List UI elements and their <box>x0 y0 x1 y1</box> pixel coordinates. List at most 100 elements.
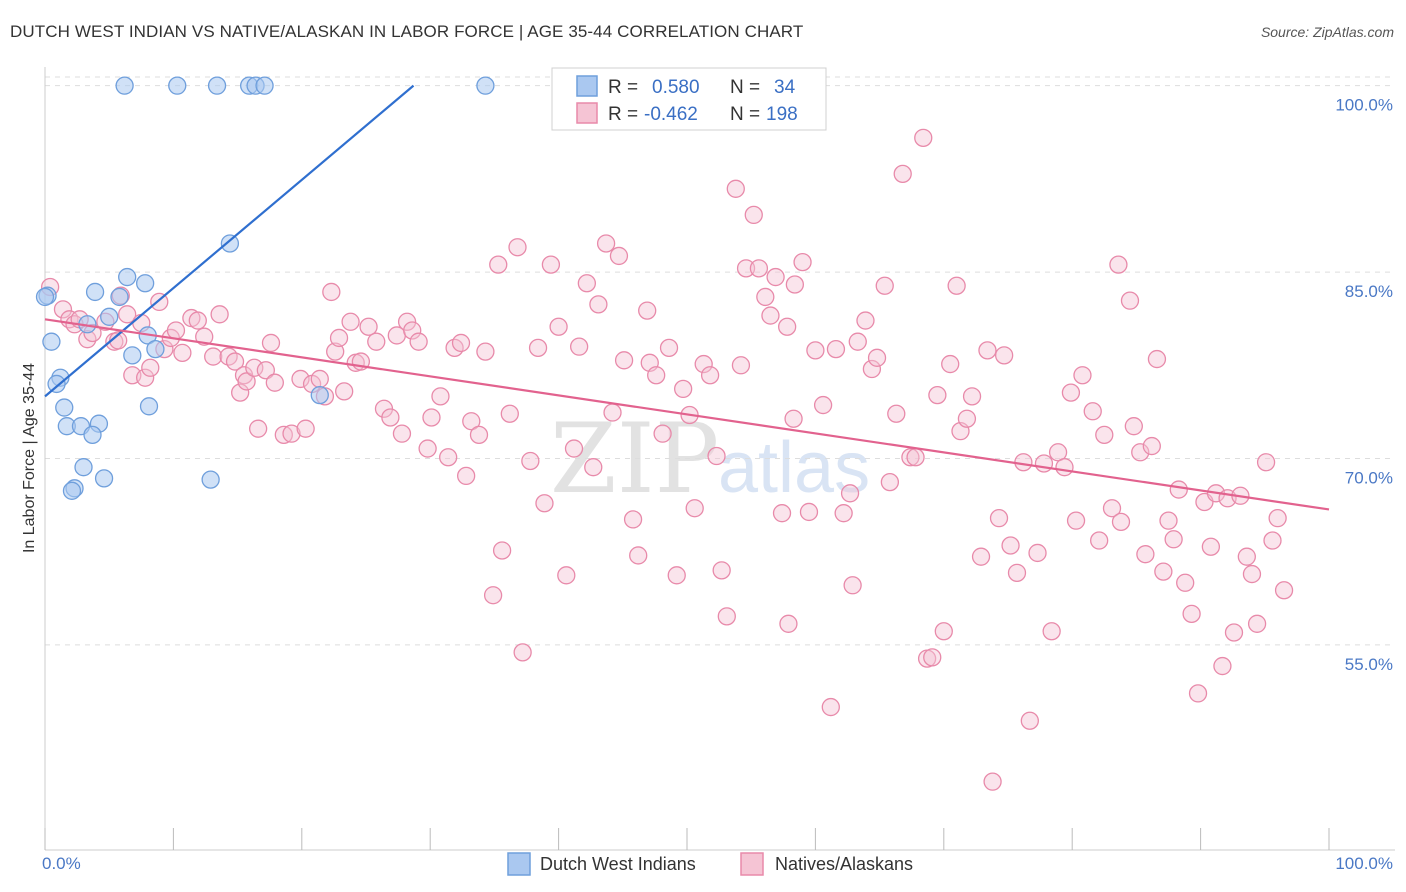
native-alaskan-point <box>1136 545 1155 564</box>
y-tick-label: 85.0% <box>1345 282 1393 301</box>
chart-source: Source: ZipAtlas.com <box>1260 24 1394 40</box>
native-alaskan-point <box>983 772 1002 791</box>
watermark-atlas: atlas <box>718 428 870 508</box>
native-alaskan-point <box>274 425 293 445</box>
legend-n-value-1: 34 <box>774 77 796 98</box>
native-alaskan-point <box>638 301 657 320</box>
native-alaskan-point <box>614 351 634 370</box>
native-alaskan-point <box>1066 511 1086 530</box>
native-alaskan-point <box>521 451 540 471</box>
native-alaskan-point <box>1073 366 1092 385</box>
dutch-west-indian-point <box>55 398 74 417</box>
native-alaskan-point <box>673 379 693 399</box>
native-alaskan-point <box>335 382 354 401</box>
dutch-west-indian-point <box>310 385 329 405</box>
native-alaskan-point <box>1111 512 1131 532</box>
native-alaskan-point <box>245 358 264 377</box>
dutch-west-indian-point <box>47 374 66 394</box>
bottom-legend-swatch-blue <box>507 852 531 876</box>
native-alaskan-point <box>500 404 519 423</box>
native-alaskan-point <box>1268 509 1287 528</box>
native-alaskan-point <box>761 306 780 325</box>
native-alaskan-point <box>887 404 906 423</box>
dutch-west-indian-point <box>118 267 137 287</box>
y-tick-label: 70.0% <box>1345 469 1393 488</box>
native-alaskan-point <box>469 425 489 445</box>
native-alaskan-point <box>685 499 704 518</box>
native-alaskan-point <box>596 234 616 253</box>
native-alaskan-point <box>806 341 825 360</box>
native-alaskan-point <box>962 387 982 406</box>
y-tick-label: 100.0% <box>1335 96 1393 115</box>
y-tick-label: 55.0% <box>1345 655 1393 674</box>
dutch-west-indian-point <box>146 339 165 359</box>
legend-n-label-1: N = <box>730 77 760 98</box>
native-alaskan-point <box>1224 623 1244 642</box>
dutch-west-indian-point <box>94 469 114 488</box>
native-alaskan-point <box>1256 453 1276 472</box>
native-alaskan-point <box>418 439 437 458</box>
dutch-west-indian-point <box>35 287 55 307</box>
dutch-west-indian-point <box>168 76 187 95</box>
native-alaskan-point <box>793 252 812 272</box>
native-alaskan-point <box>647 366 666 385</box>
native-alaskan-point <box>1124 417 1143 436</box>
native-alaskan-point <box>1090 531 1109 550</box>
native-alaskan-point <box>528 338 548 358</box>
native-alaskan-point <box>901 448 920 467</box>
native-alaskan-point <box>457 466 476 486</box>
native-alaskan-point <box>584 458 603 477</box>
native-alaskan-point <box>310 369 329 389</box>
native-alaskan-point <box>1237 547 1256 566</box>
native-alaskan-point <box>296 419 315 438</box>
native-alaskan-point <box>1213 656 1232 676</box>
dutch-west-indian-points <box>35 76 495 500</box>
native-alaskan-point <box>1188 684 1208 703</box>
native-alaskan-point <box>439 448 458 467</box>
native-alaskan-point <box>359 317 378 336</box>
native-alaskan-point <box>136 368 155 387</box>
native-alaskan-point <box>483 586 503 605</box>
legend-r-label-2: R = <box>608 104 638 125</box>
bottom-legend-label-blue: Dutch West Indians <box>540 854 696 874</box>
native-alaskan-point <box>731 356 751 375</box>
native-alaskan-point <box>856 311 875 330</box>
x-tick-label-min: 0.0% <box>42 854 81 873</box>
native-alaskan-point <box>826 339 846 359</box>
dutch-west-indian-point <box>115 76 134 95</box>
native-alaskan-point <box>603 403 622 422</box>
dutch-west-indian-point <box>62 481 82 500</box>
native-alaskan-point <box>231 383 250 402</box>
native-alaskan-point <box>1274 581 1294 600</box>
native-alaskan-point <box>1176 573 1195 592</box>
native-alaskan-point <box>535 494 554 513</box>
native-alaskan-point <box>914 128 933 147</box>
chart-title: DUTCH WEST INDIAN VS NATIVE/ALASKAN IN L… <box>10 22 804 41</box>
native-alaskan-point <box>392 424 412 443</box>
dutch-west-indian-point <box>85 282 105 302</box>
dutch-west-indian-point <box>42 332 61 351</box>
native-alaskan-point <box>1109 255 1128 274</box>
native-alaskan-point <box>1147 349 1167 369</box>
dutch-west-indian-point <box>207 76 227 95</box>
native-alaskan-point <box>1028 543 1047 563</box>
native-alaskan-point <box>188 311 207 330</box>
native-alaskan-point <box>1007 563 1027 582</box>
native-alaskan-point <box>53 300 73 319</box>
native-alaskan-point <box>799 502 819 522</box>
native-alaskan-point <box>225 352 245 371</box>
dutch-west-indian-point <box>476 76 495 95</box>
native-alaskan-point <box>928 385 947 405</box>
native-alaskan-point <box>541 255 561 274</box>
legend-r-value-2: -0.462 <box>644 104 698 125</box>
native-alaskan-point <box>1154 562 1173 581</box>
native-alaskan-point <box>1242 564 1262 584</box>
native-alaskan-point <box>785 275 805 294</box>
native-alaskan-point <box>282 424 301 443</box>
native-alaskan-point <box>744 205 763 225</box>
native-alaskan-point <box>248 419 268 438</box>
native-alaskan-point <box>694 354 713 374</box>
native-alaskan-point <box>736 259 756 278</box>
native-alaskan-point <box>462 412 481 431</box>
native-alaskan-point <box>173 343 192 363</box>
